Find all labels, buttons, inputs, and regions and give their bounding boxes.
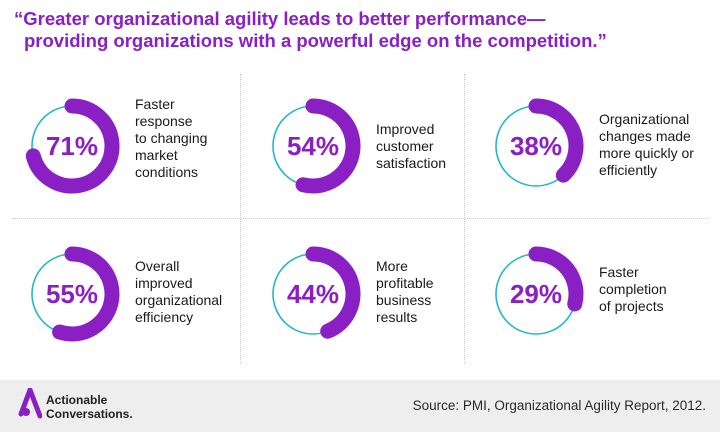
- stat-description-line: results: [376, 309, 418, 325]
- stat-description-line: Improved: [376, 121, 435, 137]
- divider-horizontal: [12, 218, 708, 219]
- stat-card: 44% More profitable business results: [263, 244, 493, 374]
- stat-card: 55% Overall improved organizational effi…: [22, 244, 252, 374]
- stat-description: Improved customer satisfaction: [376, 121, 491, 172]
- progress-ring: [25, 98, 120, 194]
- stat-description-line: response: [135, 113, 193, 129]
- stat-percent: 29%: [509, 278, 563, 309]
- ring-arc: [25, 98, 120, 194]
- stat-description-line: improved: [135, 275, 193, 291]
- stat-card: 38% Organizational changes made more qui…: [486, 96, 716, 226]
- stat-card: 29% Faster completion of projects: [486, 244, 716, 374]
- headline-line-2: providing organizations with a powerful …: [24, 30, 607, 51]
- stat-description-line: profitable: [376, 275, 434, 291]
- stat-description: Faster response to changing market condi…: [135, 96, 250, 181]
- stat-description-line: efficiency: [135, 309, 194, 325]
- logo-line-1: Actionable: [46, 393, 108, 407]
- stat-description-line: Faster: [135, 96, 175, 112]
- actionable-conversations-logo-icon: [18, 388, 42, 419]
- stat-percent: 44%: [286, 278, 340, 309]
- stat-card: 54% Improved customer satisfaction: [263, 96, 493, 226]
- stat-description-line: to changing: [135, 130, 208, 146]
- stat-description-line: organizational: [135, 292, 223, 308]
- ring-arc: [52, 246, 120, 342]
- stat-description-line: efficiently: [599, 162, 658, 178]
- divider-vertical-1: [240, 74, 241, 364]
- stat-description-line: satisfaction: [376, 155, 447, 171]
- stat-description: Overall improved organizational efficien…: [135, 258, 250, 326]
- ring-arc: [305, 246, 361, 339]
- stat-description-line: business: [376, 292, 432, 308]
- divider-vertical-2: [464, 74, 465, 364]
- logo-line-2: Conversations.: [46, 407, 133, 421]
- stat-description-line: Overall: [135, 258, 180, 274]
- progress-ring: [272, 246, 361, 339]
- stat-description-line: market: [135, 147, 178, 163]
- progress-ring: [495, 246, 584, 335]
- logo-wordmark: Actionable Conversations.: [46, 393, 133, 421]
- stat-description-line: Faster: [599, 264, 639, 280]
- stat-card: 71% Faster response to changing market c…: [22, 96, 252, 226]
- headline: “Greater organizational agility leads to…: [14, 8, 704, 52]
- stat-description: Faster completion of projects: [599, 264, 714, 315]
- stat-percent: 54%: [286, 130, 340, 161]
- stat-description-line: more quickly or: [599, 145, 694, 161]
- stats-grid: 71% Faster response to changing market c…: [0, 72, 720, 368]
- progress-ring: [495, 98, 584, 187]
- stat-description: More profitable business results: [376, 258, 491, 326]
- progress-ring: [272, 98, 361, 194]
- ring-arc: [528, 246, 584, 312]
- stat-percent: 38%: [509, 130, 563, 161]
- stat-description-line: More: [376, 258, 408, 274]
- stat-description-line: of projects: [599, 298, 664, 314]
- headline-line-1: “Greater organizational agility leads to…: [14, 8, 546, 29]
- stat-description-line: customer: [376, 138, 434, 154]
- stat-description-line: completion: [599, 281, 667, 297]
- stat-percent: 71%: [45, 130, 99, 161]
- stat-description: Organizational changes made more quickly…: [599, 111, 714, 179]
- stat-description-line: conditions: [135, 164, 199, 180]
- source-citation: Source: PMI, Organizational Agility Repo…: [412, 398, 706, 413]
- footer: Actionable Conversations. Source: PMI, O…: [0, 380, 720, 432]
- progress-ring: [31, 246, 120, 342]
- ring-arc: [528, 98, 584, 183]
- stat-description-line: Organizational: [599, 111, 690, 127]
- stat-description-line: changes made: [599, 128, 691, 144]
- ring-arc: [295, 98, 361, 194]
- stat-percent: 55%: [45, 278, 99, 309]
